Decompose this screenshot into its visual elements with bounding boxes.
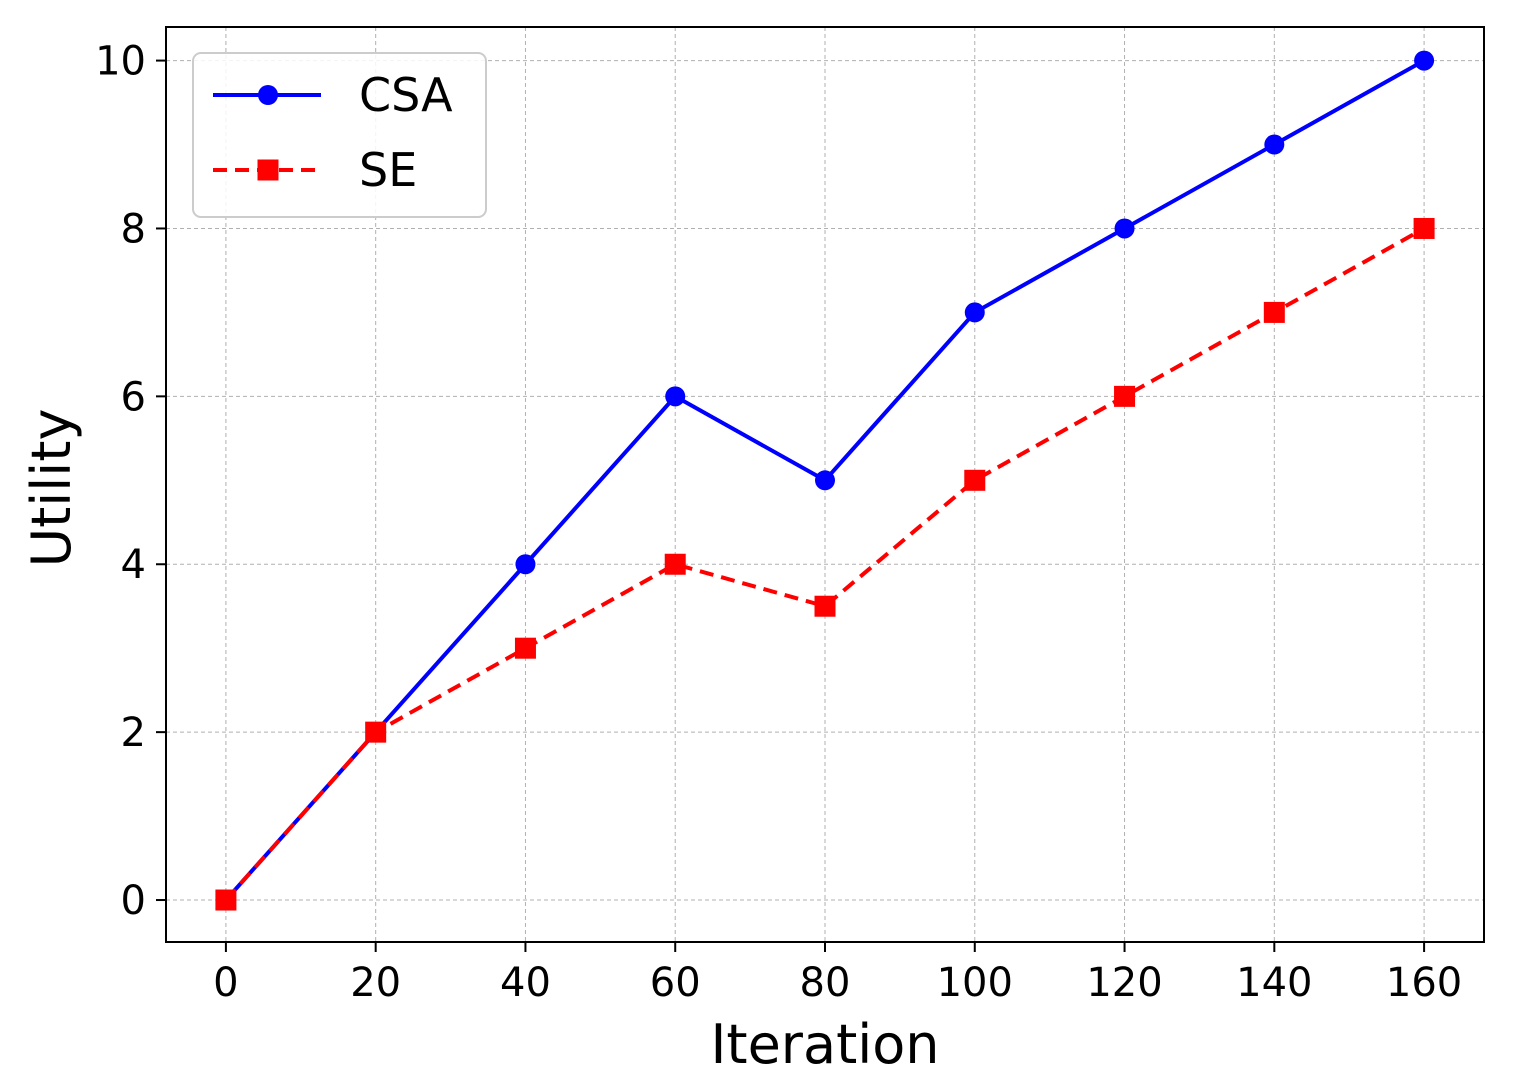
x-tick-label: 0 bbox=[213, 960, 238, 1006]
y-tick-label: 6 bbox=[121, 374, 146, 420]
grid-layer bbox=[166, 27, 1484, 942]
data-point-csa bbox=[665, 386, 686, 407]
x-tick-label: 60 bbox=[650, 960, 701, 1006]
legend: CSA SE bbox=[192, 52, 487, 218]
y-tick-label: 0 bbox=[121, 878, 146, 924]
legend-marker-csa bbox=[258, 85, 278, 105]
x-axis-ticks: 0 20 40 60 80 100 120 140 160 bbox=[213, 942, 1462, 1006]
y-tick-label: 10 bbox=[95, 39, 146, 85]
x-axis-label: Iteration bbox=[710, 1013, 939, 1076]
data-point-se bbox=[1413, 217, 1435, 239]
data-point-csa bbox=[964, 302, 985, 323]
data-point-se bbox=[1263, 301, 1285, 323]
y-axis-label: Utility bbox=[20, 409, 83, 568]
x-tick-label: 140 bbox=[1236, 960, 1312, 1006]
data-point-csa bbox=[515, 554, 536, 575]
data-point-se bbox=[814, 595, 836, 617]
data-point-csa bbox=[1114, 218, 1135, 239]
data-point-se bbox=[664, 553, 686, 575]
legend-entry-se: SE bbox=[213, 143, 417, 197]
data-point-se bbox=[1114, 385, 1136, 407]
y-tick-label: 8 bbox=[121, 206, 146, 252]
y-axis-ticks: 0 2 4 6 8 10 bbox=[95, 39, 166, 924]
x-tick-label: 160 bbox=[1386, 960, 1462, 1006]
data-point-csa bbox=[815, 470, 835, 491]
y-tick-label: 4 bbox=[121, 542, 146, 588]
data-point-csa bbox=[1264, 134, 1285, 155]
data-point-csa bbox=[1414, 50, 1435, 71]
data-point-se bbox=[215, 889, 237, 911]
legend-label-csa: CSA bbox=[359, 68, 453, 122]
legend-entry-csa: CSA bbox=[213, 68, 453, 122]
series-layer bbox=[215, 50, 1435, 911]
x-tick-label: 20 bbox=[350, 960, 401, 1006]
data-point-se bbox=[964, 469, 986, 491]
x-tick-label: 40 bbox=[500, 960, 551, 1006]
legend-label-se: SE bbox=[359, 143, 417, 197]
y-tick-label: 2 bbox=[121, 710, 146, 756]
x-tick-label: 100 bbox=[937, 960, 1013, 1006]
legend-marker-se bbox=[257, 159, 279, 181]
legend-marker-shape bbox=[258, 85, 278, 105]
x-tick-label: 80 bbox=[800, 960, 851, 1006]
data-point-se bbox=[514, 637, 536, 659]
data-point-se bbox=[365, 721, 387, 743]
legend-marker-shape bbox=[257, 159, 279, 181]
x-tick-label: 120 bbox=[1086, 960, 1162, 1006]
legend-entries: CSA SE bbox=[213, 68, 453, 197]
